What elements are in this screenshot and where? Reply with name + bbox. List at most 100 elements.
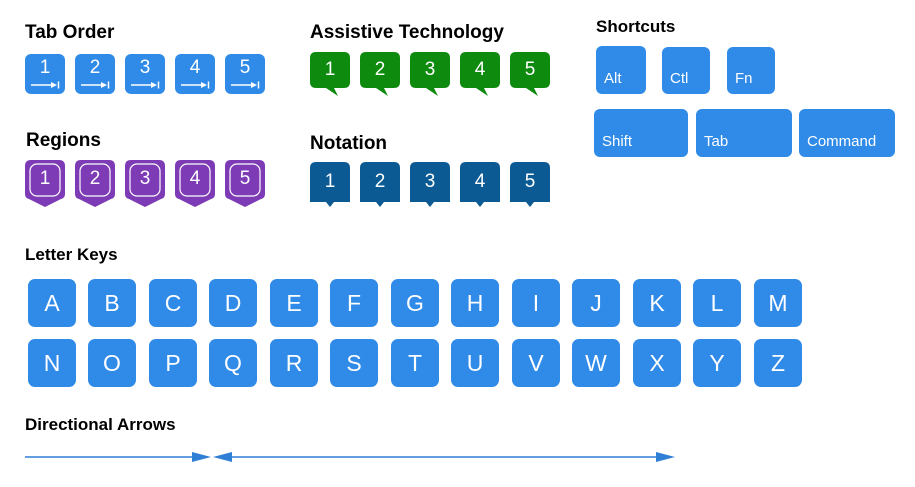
letter-key[interactable]: U [451,339,499,387]
letter-key[interactable]: O [88,339,136,387]
assistive-badge[interactable]: 2 [360,52,400,98]
region-badge[interactable]: 4 [175,160,215,208]
letter-key[interactable]: Q [209,339,257,387]
notation-badge[interactable]: 1 [310,162,350,208]
notation-badge[interactable]: 3 [410,162,450,208]
letter-key[interactable]: E [270,279,318,327]
letter-key[interactable]: L [693,279,741,327]
tab-order-number: 2 [89,57,101,78]
region-shield-shape [125,160,165,207]
notation-tag-shape [360,162,400,207]
assistive-badge[interactable]: 3 [410,52,450,98]
shift-key-label: Shift [602,133,633,150]
notation-tag-shape [310,162,350,207]
assistive-bubble-shape [510,52,550,96]
tab-arrow-icon [81,81,110,89]
tab-order-number: 3 [139,57,151,78]
alt-key-label: Alt [604,70,622,87]
assistive-badge[interactable]: 4 [460,52,500,98]
region-shield-shape [175,160,215,207]
ctl-key[interactable]: Ctl [662,47,710,94]
tab-order-key[interactable]: 4 [175,54,215,94]
tab-key[interactable]: Tab [696,109,792,157]
letter-key[interactable]: K [633,279,681,327]
shortcuts-heading: Shortcuts [596,17,676,36]
notation-badge[interactable]: 2 [360,162,400,208]
letter-key[interactable]: N [28,339,76,387]
tab-order-heading: Tab Order [25,22,115,43]
notation-badge[interactable]: 5 [510,162,550,208]
notation-number: 1 [324,171,336,192]
tab-order-number: 4 [189,57,201,78]
letter-key[interactable]: Y [693,339,741,387]
tab-arrow-icon [31,81,60,89]
letter-key[interactable]: F [330,279,378,327]
tab-order-key[interactable]: 5 [225,54,265,94]
alt-key[interactable]: Alt [596,46,646,94]
assistive-bubble-shape [310,52,350,96]
region-number: 5 [239,168,251,189]
shift-key[interactable]: Shift [594,109,688,157]
directional-arrows-heading: Directional Arrows [25,415,176,434]
letter-key[interactable]: M [754,279,802,327]
notation-tag-shape [510,162,550,207]
region-number: 1 [39,168,51,189]
ctl-key-label: Ctl [670,70,689,87]
letter-key[interactable]: R [270,339,318,387]
tab-order-key[interactable]: 3 [125,54,165,94]
letter-key[interactable]: B [88,279,136,327]
assistive-bubble-shape [360,52,400,96]
letter-key[interactable]: D [209,279,257,327]
letter-key[interactable]: S [330,339,378,387]
region-number: 2 [89,168,101,189]
region-badge[interactable]: 5 [225,160,265,208]
letter-key[interactable]: G [391,279,439,327]
notation-number: 5 [524,171,536,192]
tab-order-key[interactable]: 1 [25,54,65,94]
notation-heading: Notation [310,133,388,154]
letter-key[interactable]: C [149,279,197,327]
letter-key[interactable]: W [572,339,620,387]
double-arrow-icon [213,452,675,462]
letter-key[interactable]: I [512,279,560,327]
letter-key[interactable]: Z [754,339,802,387]
letter-key[interactable]: H [451,279,499,327]
assistive-badge[interactable]: 1 [310,52,350,98]
notation-tag-shape [410,162,450,207]
assistive-number: 5 [524,59,536,80]
tab-order-number: 1 [39,57,51,78]
letter-key[interactable]: A [28,279,76,327]
directional-arrows [25,452,675,462]
region-shield-shape [75,160,115,207]
fn-key[interactable]: Fn [727,47,775,94]
tab-order-number: 5 [239,57,251,78]
right-arrow-icon [25,452,211,462]
region-number: 3 [139,168,151,189]
assistive-number: 1 [324,59,336,80]
notation-number: 2 [374,171,386,192]
region-number: 4 [189,168,201,189]
region-shield-shape [25,160,65,207]
assistive-technology-heading: Assistive Technology [310,22,504,43]
letter-key[interactable]: T [391,339,439,387]
notation-badge[interactable]: 4 [460,162,500,208]
letter-key[interactable]: J [572,279,620,327]
command-key-label: Command [807,133,877,150]
letter-key[interactable]: P [149,339,197,387]
assistive-bubble-shape [460,52,500,96]
region-badge[interactable]: 2 [75,160,115,208]
letter-key[interactable]: V [512,339,560,387]
region-badge[interactable]: 3 [125,160,165,208]
assistive-badge[interactable]: 5 [510,52,550,98]
tab-order-key[interactable]: 2 [75,54,115,94]
region-shield-shape [225,160,265,207]
region-badge[interactable]: 1 [25,160,65,208]
regions-heading: Regions [26,130,101,151]
letter-key[interactable]: X [633,339,681,387]
command-key[interactable]: Command [799,109,895,157]
tab-arrow-icon [181,81,210,89]
letter-keys-heading: Letter Keys [25,245,118,264]
assistive-number: 3 [424,59,436,80]
fn-key-label: Fn [735,70,753,87]
tab-arrow-icon [131,81,160,89]
